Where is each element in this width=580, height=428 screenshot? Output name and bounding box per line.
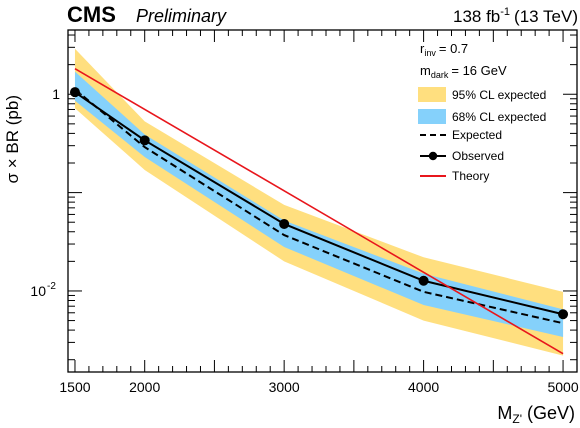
legend-swatch-95 [418,87,446,102]
mdark-subscript: dark [431,70,449,80]
ticks: 1500 2000 3000 4000 5000 1 10 -2 [30,30,579,395]
bands [74,48,564,356]
lumi-value: 138 fb [453,7,500,26]
y-tick-label: 10 [30,283,46,299]
x-tick-label: 1500 [59,379,90,395]
mdark-annotation: mdark = 16 GeV [420,63,507,80]
status-label: Preliminary [136,6,227,26]
observed-point [279,218,290,229]
lines [69,67,569,355]
y-axis-title: σ × BR (pb) [3,95,22,183]
observed-point [558,309,569,320]
legend-label-68: 68% CL expected [452,110,546,124]
x-tick-label: 3000 [269,379,300,395]
legend-label-expected: Expected [452,128,502,142]
x-tick-label: 4000 [408,379,439,395]
lumi-label: 138 fb-1 (13 TeV) [453,6,578,26]
legend: 95% CL expected 68% CL expected Expected… [418,87,546,183]
legend-swatch-68 [418,109,446,124]
lumi-energy: (13 TeV) [514,7,578,26]
x-tick-label: 5000 [547,379,578,395]
lumi-exponent: -1 [500,6,510,18]
rinv-annotation: rinv = 0.7 [420,41,468,58]
observed-point [418,275,429,286]
y-tick-label: 1 [52,86,60,102]
observed-point [139,135,150,146]
expected-line [74,88,564,325]
y-tick-label-exponent: -2 [47,281,56,292]
band-68-cl [74,71,564,338]
mdark-value: = 16 GeV [451,63,507,78]
mdark-symbol: m [420,63,431,78]
legend-label-theory: Theory [452,169,489,183]
legend-label-observed: Observed [452,149,504,163]
legend-label-95: 95% CL expected [452,88,546,102]
observed-point [69,87,80,98]
x-tick-label: 2000 [129,379,160,395]
rinv-subscript: inv [424,48,436,58]
rinv-symbol: r [420,41,425,56]
theory-line [74,67,564,355]
rinv-value: = 0.7 [439,41,468,56]
legend-swatch-observed-marker [428,151,438,161]
experiment-label: CMS [67,2,116,27]
axes [67,29,578,373]
plot-frame [67,29,578,373]
x-axis-title: MZ' (GeV) [497,403,575,426]
